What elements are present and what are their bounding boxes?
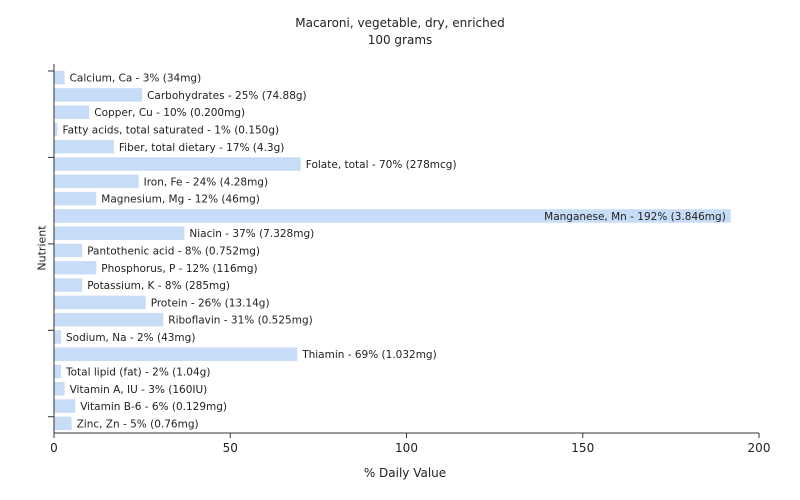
bar [54,70,65,85]
data-label: Carbohydrates - 25% (74.88g) [147,90,307,102]
data-label: Phosphorus, P - 12% (116mg) [101,263,257,275]
bar [54,416,72,431]
bar [54,347,298,361]
bar [54,312,164,327]
x-tick-label: 0 [50,441,58,455]
data-label: Iron, Fe - 24% (4.28mg) [144,176,268,188]
bar [54,122,58,137]
x-tick-label: 150 [571,441,594,455]
bar [54,261,97,275]
data-label: Thiamin - 69% (1.032mg) [301,349,437,361]
bar [54,157,301,171]
bar [54,105,90,119]
bar [54,174,139,189]
bar [54,226,185,240]
data-label: Fiber, total dietary - 17% (4.3g) [119,142,284,154]
bar [54,364,61,379]
data-label: Niacin - 37% (7.328mg) [189,228,314,240]
chart-subtitle: 100 grams [367,33,433,47]
bar [54,140,114,154]
bar [54,330,61,344]
bar [54,295,146,310]
data-label: Manganese, Mn - 192% (3.846mg) [544,211,726,223]
data-label: Copper, Cu - 10% (0.200mg) [94,107,245,119]
data-label: Zinc, Zn - 5% (0.76mg) [77,418,199,430]
bar [54,382,65,396]
data-label: Total lipid (fat) - 2% (1.04g) [65,367,210,379]
x-tick-label: 200 [748,441,771,455]
data-label: Fatty acids, total saturated - 1% (0.150… [63,125,280,137]
data-label: Magnesium, Mg - 12% (46mg) [101,194,260,206]
data-label: Pantothenic acid - 8% (0.752mg) [87,246,260,258]
data-label: Vitamin A, IU - 3% (160IU) [70,384,208,396]
bar [54,243,83,258]
data-label: Sodium, Na - 2% (43mg) [66,332,195,344]
bar [54,278,83,292]
data-label: Protein - 26% (13.14g) [151,297,270,309]
bar [54,399,76,413]
x-tick-label: 50 [223,441,238,455]
bar [54,191,97,206]
bar [54,209,731,223]
data-label: Calcium, Ca - 3% (34mg) [70,73,202,85]
bar [54,88,143,102]
x-tick-label: 100 [395,441,418,455]
data-label: Potassium, K - 8% (285mg) [87,280,230,292]
x-axis-label: % Daily Value [363,466,447,480]
data-label: Folate, total - 70% (278mcg) [306,159,457,171]
chart-title: Macaroni, vegetable, dry, enriched [295,16,505,30]
data-label: Vitamin B-6 - 6% (0.129mg) [80,401,227,413]
data-label: Riboflavin - 31% (0.525mg) [168,315,312,327]
